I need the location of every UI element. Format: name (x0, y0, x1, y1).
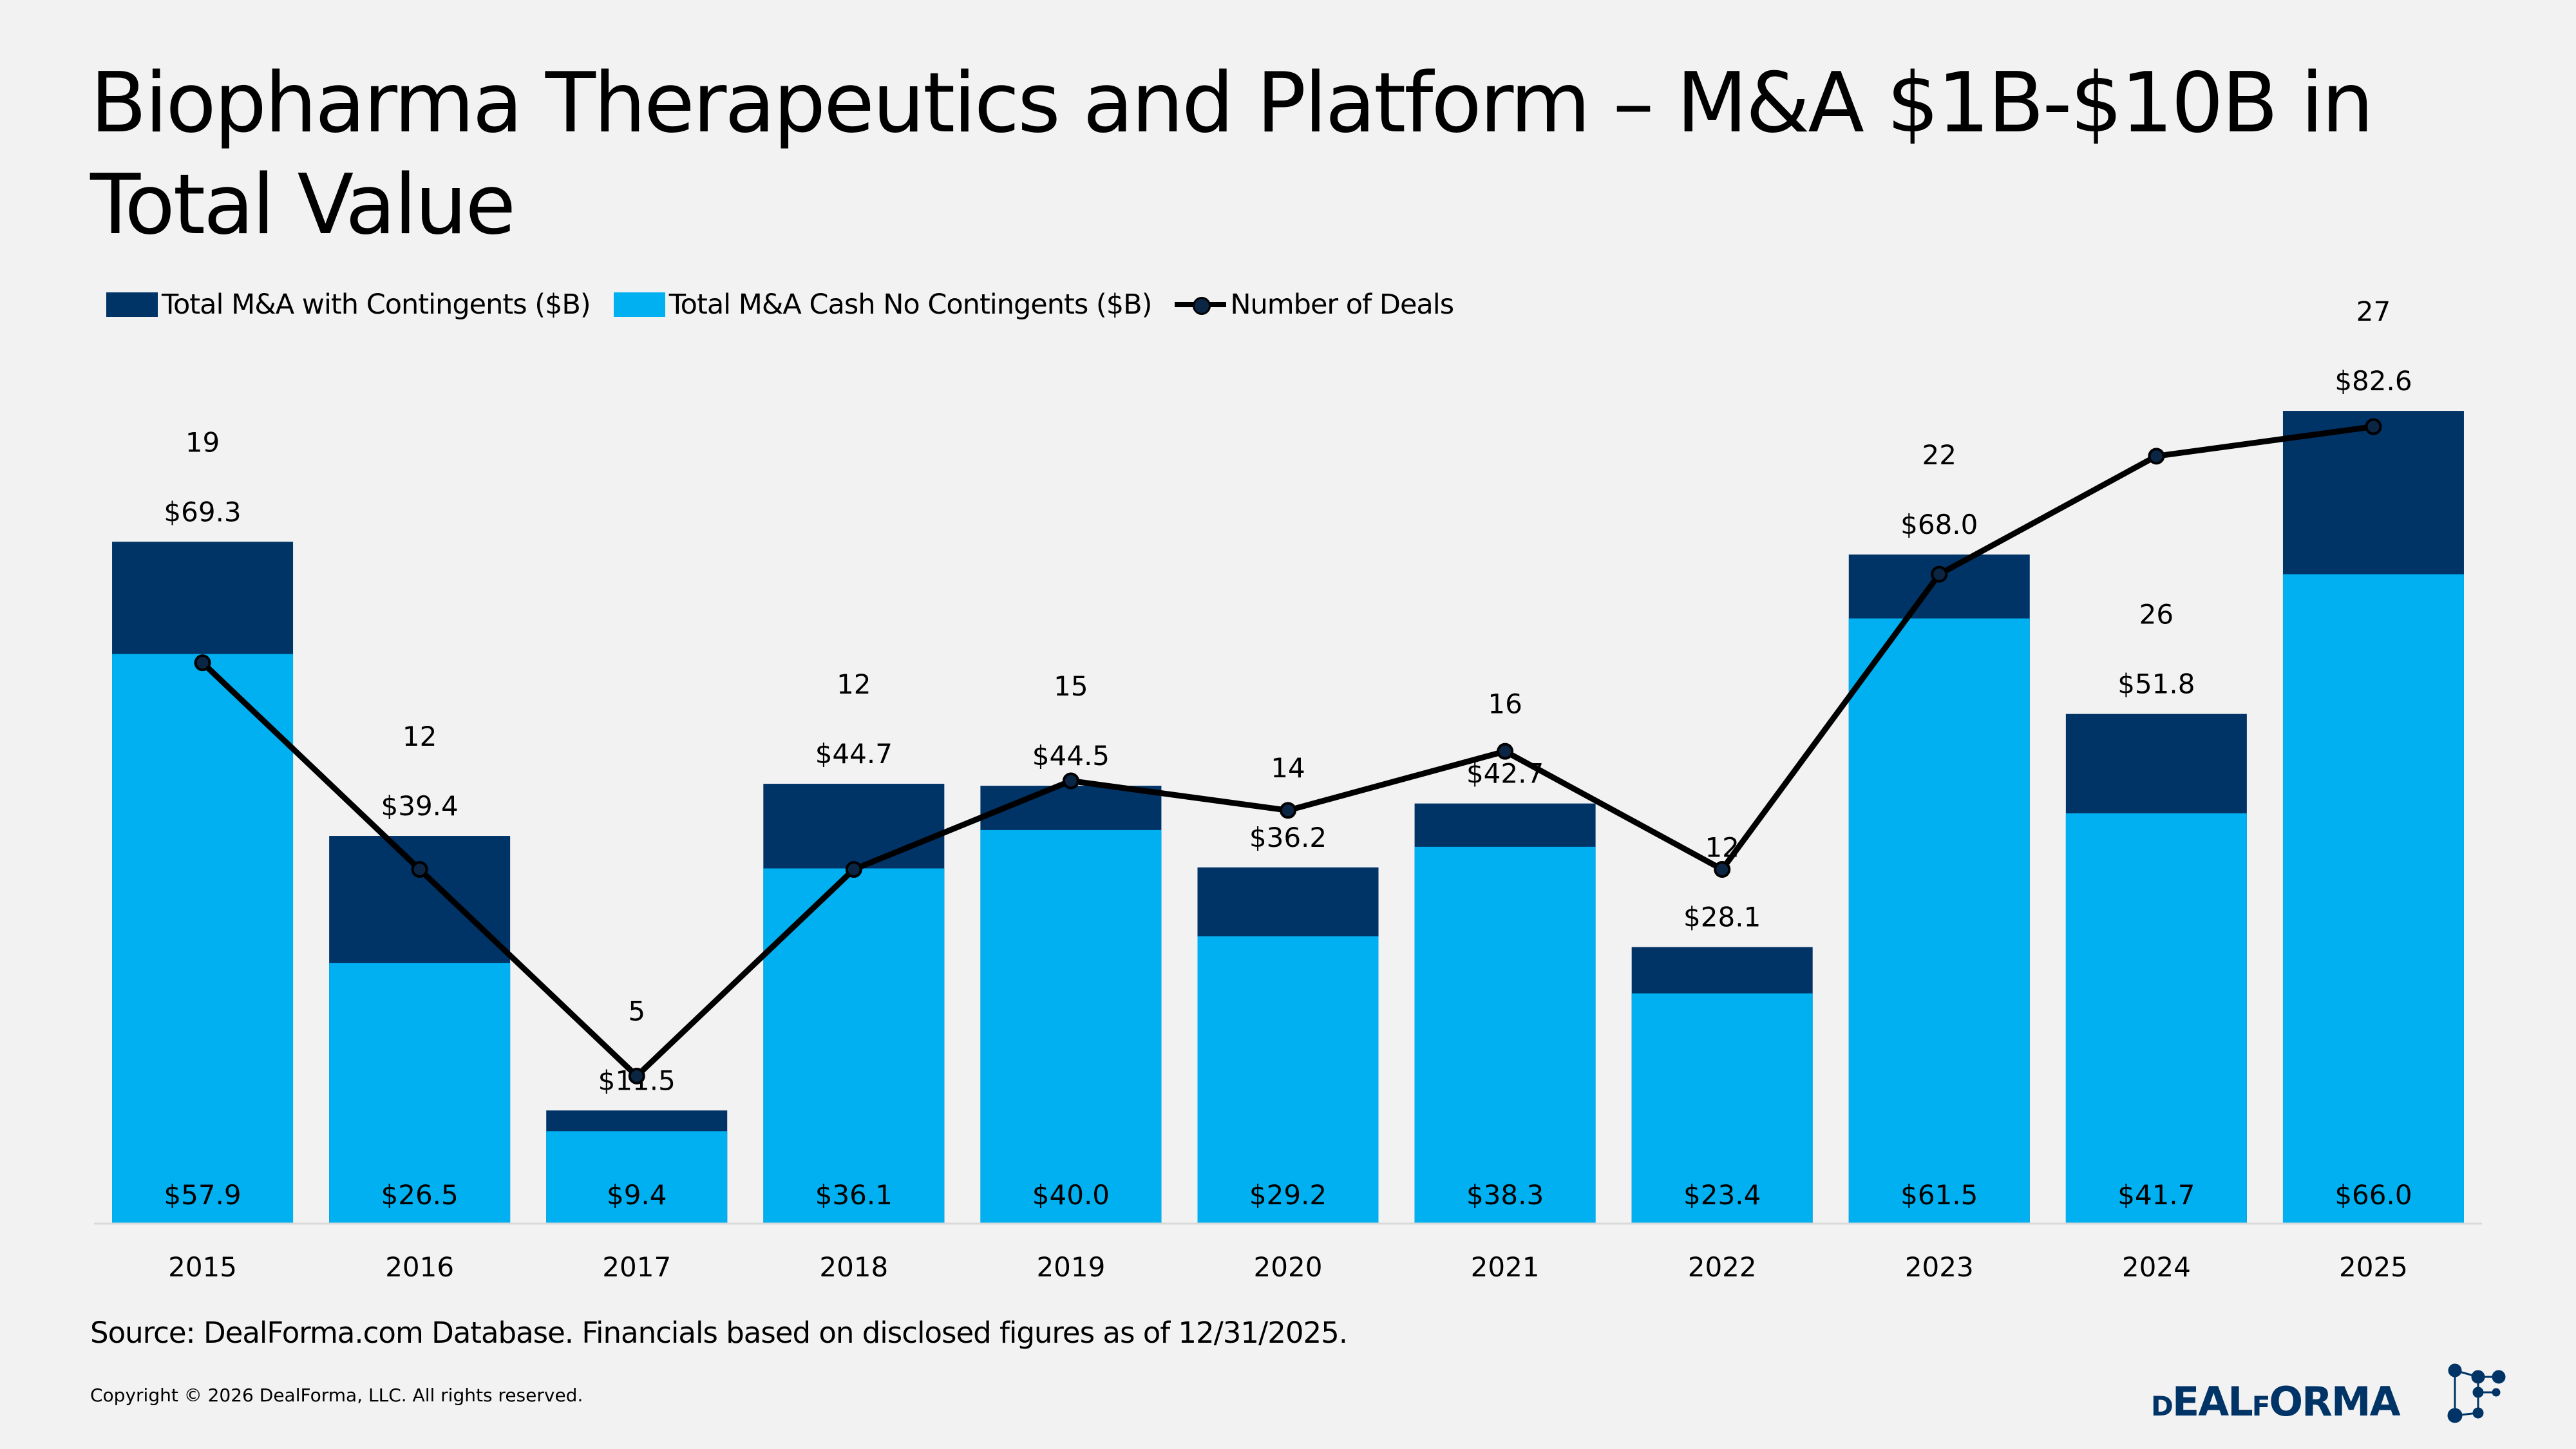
deals-point (1714, 861, 1731, 878)
cash-data-label: $23.4 (1683, 1179, 1761, 1211)
dealforma-logo: DEALFORMA (2151, 1363, 2506, 1425)
bar-cash-no-contingents (2282, 574, 2464, 1224)
cash-data-label: $41.7 (2117, 1179, 2195, 1211)
cash-data-label: $66.0 (2334, 1179, 2412, 1211)
x-tick-label: 2017 (602, 1251, 671, 1283)
bar-cash-no-contingents (1848, 618, 2030, 1224)
x-tick-label: 2022 (1688, 1251, 1757, 1283)
x-tick-label: 2023 (1905, 1251, 1974, 1283)
deals-point (845, 861, 862, 878)
bar-cash-no-contingents (980, 829, 1162, 1224)
bar-cash-no-contingents (546, 1131, 728, 1224)
legend-item-contingents: Total M&A with Contingents ($B) (106, 289, 591, 321)
deals-point (2365, 418, 2382, 435)
total-data-label: $42.7 (1466, 758, 1544, 790)
deal-count-label: 16 (1488, 688, 1522, 720)
deals-point (194, 654, 211, 672)
total-data-label: $39.4 (381, 790, 459, 822)
x-tick-label: 2018 (819, 1251, 888, 1283)
deal-count-label: 19 (185, 426, 220, 458)
bar-cash-no-contingents (1631, 993, 1813, 1224)
deals-point (2148, 448, 2165, 465)
total-data-label: $51.8 (2117, 668, 2195, 700)
cash-data-label: $36.1 (815, 1179, 893, 1211)
x-tick-label: 2016 (385, 1251, 454, 1283)
legend-swatch-contingents (106, 292, 158, 317)
logo-text: DEALFORMA (2151, 1378, 2401, 1425)
legend-item-cash: Total M&A Cash No Contingents ($B) (613, 289, 1153, 321)
deal-count-label: 27 (2356, 296, 2391, 327)
deals-point (411, 861, 428, 878)
x-tick-label: 2024 (2122, 1251, 2191, 1283)
deals-point (1062, 772, 1079, 790)
deals-point (1931, 565, 1948, 583)
deal-count-label: 5 (628, 995, 645, 1027)
bar-cash-no-contingents (2065, 813, 2247, 1224)
x-tick-label: 2019 (1036, 1251, 1105, 1283)
cash-data-label: $9.4 (607, 1179, 667, 1211)
legend-label: Number of Deals (1230, 289, 1454, 321)
deal-count-label: 26 (2139, 599, 2174, 630)
bar-cash-no-contingents (112, 654, 294, 1224)
deal-count-label: 15 (1054, 670, 1088, 702)
total-data-label: $82.6 (2334, 365, 2412, 397)
deal-count-label: 12 (837, 668, 871, 700)
legend-line-marker-icon (1175, 292, 1227, 317)
total-data-label: $44.7 (815, 738, 893, 770)
legend-item-deals: Number of Deals (1175, 289, 1454, 321)
x-tick-label: 2021 (1471, 1251, 1540, 1283)
slide-title: Biopharma Therapeutics and Platform – M&… (90, 55, 2374, 253)
deals-point (628, 1067, 645, 1084)
deal-count-label: 14 (1271, 752, 1305, 784)
x-tick-label: 2020 (1254, 1251, 1323, 1283)
cash-data-label: $61.5 (1900, 1179, 1978, 1211)
legend-swatch-cash (613, 292, 665, 317)
legend-label: Total M&A with Contingents ($B) (162, 289, 591, 321)
total-data-label: $44.5 (1032, 740, 1110, 772)
logo-molecule-icon (2447, 1363, 2506, 1423)
source-note: Source: DealForma.com Database. Financia… (90, 1316, 1348, 1350)
bar-cash-no-contingents (1414, 846, 1596, 1224)
x-tick-label: 2015 (168, 1251, 237, 1283)
legend: Total M&A with Contingents ($B) Total M&… (106, 289, 1477, 321)
cash-data-label: $57.9 (164, 1179, 241, 1211)
total-data-label: $68.0 (1900, 509, 1978, 540)
cash-data-label: $26.5 (381, 1179, 459, 1211)
bar-cash-no-contingents (763, 868, 945, 1224)
cash-data-label: $40.0 (1032, 1179, 1110, 1211)
x-tick-label: 2025 (2339, 1251, 2408, 1283)
copyright: Copyright © 2026 DealForma, LLC. All rig… (90, 1385, 583, 1406)
deals-point (1280, 802, 1296, 819)
deal-count-label: 12 (402, 721, 437, 752)
deal-count-label: 22 (1922, 439, 1956, 471)
bar-cash-no-contingents (1197, 936, 1379, 1224)
cash-data-label: $29.2 (1249, 1179, 1327, 1211)
legend-label: Total M&A Cash No Contingents ($B) (668, 289, 1153, 321)
deal-count-label: 12 (1705, 832, 1739, 864)
cash-data-label: $38.3 (1466, 1179, 1544, 1211)
total-data-label: $28.1 (1683, 902, 1761, 933)
total-data-label: $36.2 (1249, 822, 1327, 853)
deals-point (1497, 743, 1514, 760)
bar-cash-no-contingents (329, 963, 511, 1224)
total-data-label: $69.3 (164, 496, 241, 527)
